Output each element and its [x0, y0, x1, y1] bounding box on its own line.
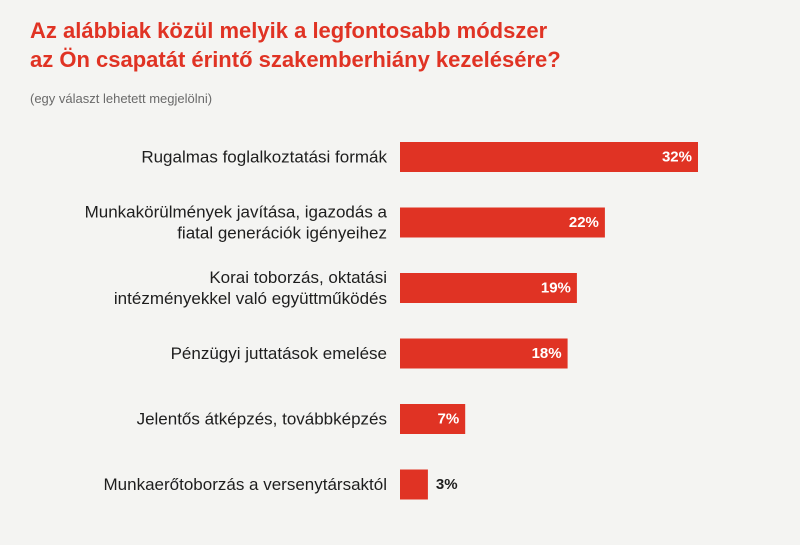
- category-label-2-line-1: Korai toborzás, oktatási: [209, 268, 387, 287]
- bar-4: [400, 404, 466, 434]
- bar-1: [400, 207, 605, 238]
- bar-2: [400, 273, 577, 303]
- value-label-0: 32%: [662, 149, 692, 166]
- category-label-3: Pénzügyi juttatások emelése: [171, 344, 387, 363]
- value-label-4: 7%: [438, 411, 460, 428]
- value-label-3: 18%: [532, 345, 562, 362]
- chart-subtitle: (egy választ lehetett megjelölni): [30, 91, 213, 106]
- value-label-5: 3%: [436, 476, 458, 493]
- bar-3: [400, 338, 568, 369]
- category-label-5: Munkaerőtoborzás a versenytársaktól: [104, 475, 387, 494]
- chart-title-line-1: Az alábbiak közül melyik a legfontosabb …: [30, 18, 548, 43]
- category-label-1-line-1: Munkakörülmények javítása, igazodás a: [85, 203, 388, 222]
- bar-0: [400, 142, 698, 172]
- category-label-1-line-2: fiatal generációk igényeihez: [177, 224, 387, 243]
- chart-title: Az alábbiak közül melyik a legfontosabb …: [30, 16, 770, 74]
- category-label-4: Jelentős átképzés, továbbképzés: [137, 410, 387, 429]
- value-label-1: 22%: [569, 214, 599, 231]
- category-label-2-line-2: intézményekkel való együttműködés: [114, 289, 387, 308]
- chart-title-line-2: az Ön csapatát érintő szakemberhiány kez…: [30, 47, 561, 72]
- value-label-2: 19%: [541, 280, 571, 297]
- bar-5: [400, 469, 428, 500]
- category-label-0: Rugalmas foglalkoztatási formák: [141, 148, 387, 167]
